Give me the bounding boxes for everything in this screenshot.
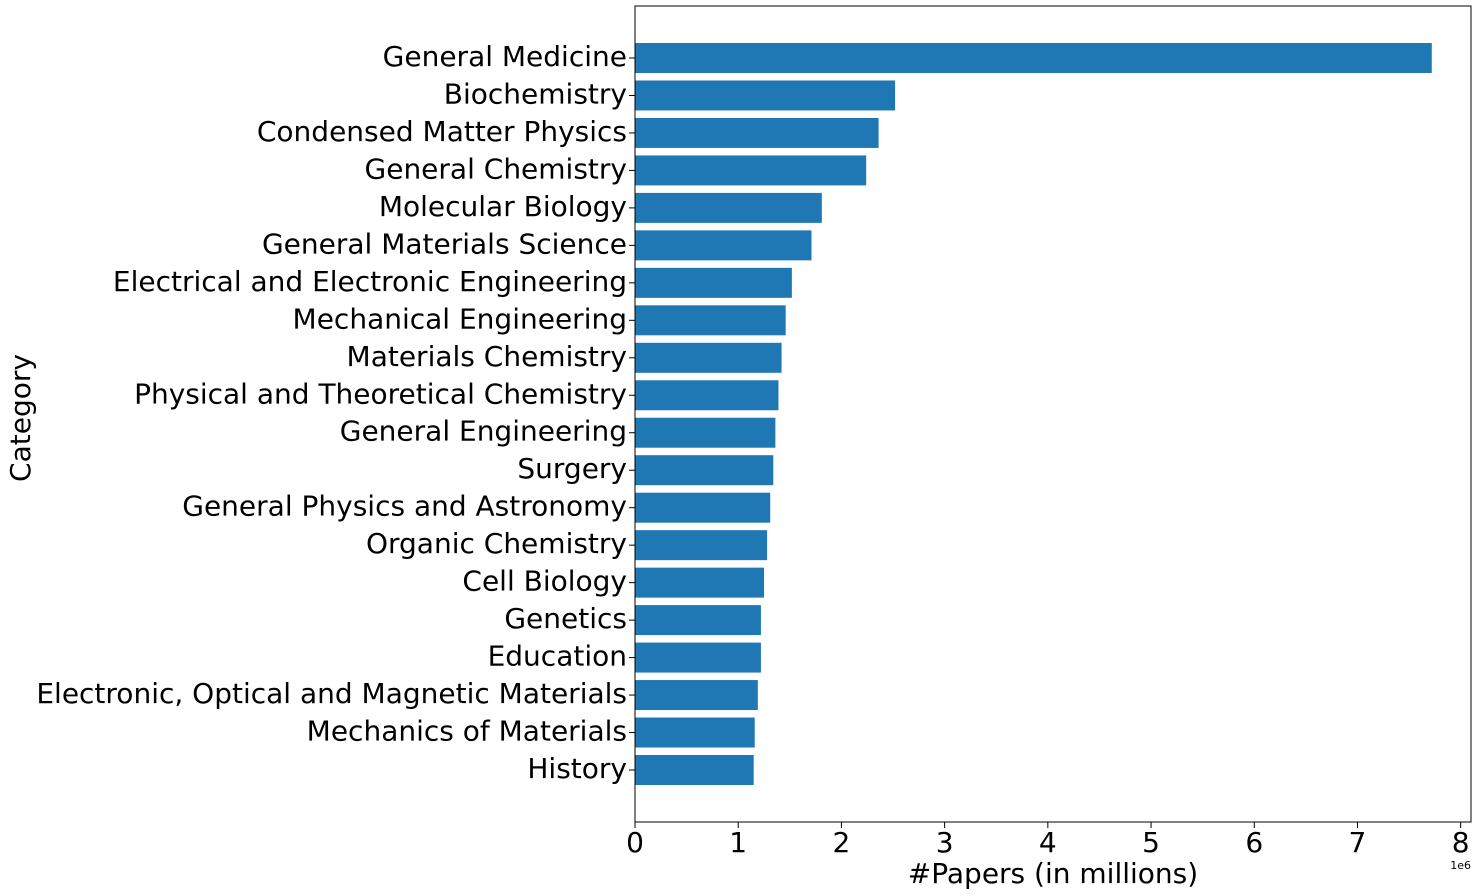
x-tick-label: 6 [1245, 826, 1263, 859]
y-tick-label: Education [488, 640, 627, 673]
bar [635, 567, 765, 598]
y-tick-label: History [527, 752, 627, 785]
y-axis-label: Category [4, 354, 37, 482]
bar [635, 117, 879, 148]
y-tick-label: Physical and Theoretical Chemistry [134, 377, 627, 410]
y-tick-label: Genetics [504, 602, 627, 635]
bar [635, 417, 776, 448]
bar [635, 155, 867, 186]
bar [635, 192, 822, 223]
offset-label: 1e6 [1450, 859, 1471, 872]
plot-frame [634, 5, 1472, 823]
y-tick-label: Cell Biology [462, 565, 627, 598]
bar [635, 80, 896, 111]
bar [635, 305, 786, 336]
bar [635, 342, 782, 373]
bar [635, 492, 771, 523]
bar [635, 230, 812, 261]
x-tick-label: 8 [1452, 826, 1470, 859]
y-tick-label: Materials Chemistry [347, 340, 627, 373]
y-tick-label: Condensed Matter Physics [257, 115, 627, 148]
bar [635, 755, 754, 785]
bar [635, 530, 768, 561]
y-tick-label: Surgery [517, 452, 627, 485]
x-tick-label: 2 [833, 826, 851, 859]
y-tick-label: General Chemistry [365, 152, 627, 185]
x-tick-label: 5 [1142, 826, 1160, 859]
x-tick-label: 4 [1039, 826, 1057, 859]
bar [635, 717, 755, 748]
bar [635, 642, 761, 673]
y-tick-label: Biochemistry [444, 77, 627, 110]
bar [635, 43, 1432, 73]
bar [635, 267, 792, 298]
bar [635, 380, 779, 411]
x-tick-label: 0 [626, 826, 644, 859]
y-tick-label: Electrical and Electronic Engineering [113, 265, 627, 298]
y-tick-label: Organic Chemistry [366, 527, 627, 560]
y-tick-label: General Materials Science [262, 227, 627, 260]
y-tick-label: Mechanics of Materials [307, 715, 627, 748]
x-tick-label: 3 [936, 826, 954, 859]
bar [635, 680, 758, 711]
y-tick-label: Mechanical Engineering [293, 302, 627, 335]
y-tick-label: Molecular Biology [379, 190, 627, 223]
bar [635, 455, 774, 486]
x-axis-label: #Papers (in millions) [908, 857, 1198, 890]
y-tick-label: General Physics and Astronomy [182, 490, 627, 523]
x-tick-label: 1 [729, 826, 747, 859]
y-tick-label: General Engineering [340, 415, 627, 448]
y-tick-label: General Medicine [383, 40, 627, 73]
y-tick-label: Electronic, Optical and Magnetic Materia… [36, 677, 627, 710]
bar [635, 605, 761, 636]
x-tick-label: 7 [1349, 826, 1367, 859]
